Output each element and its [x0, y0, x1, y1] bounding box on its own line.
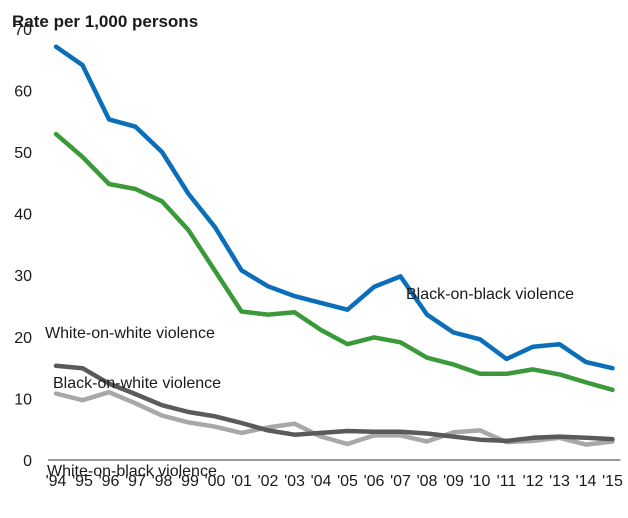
x-tick-label: '03	[284, 473, 305, 490]
series-line	[53, 131, 615, 393]
x-tick-label: '06	[364, 473, 385, 490]
x-tick-labels: '94 '95 '96 '97 '98 '99 '00 '01 '02 '03 '04 '05 '06 '…	[46, 473, 623, 490]
x-tick-label: '14	[576, 473, 597, 490]
x-tick-label: '96	[99, 473, 120, 490]
x-tick-label: '99	[178, 473, 199, 490]
y-tick-label: 60	[14, 83, 32, 100]
x-tick-label: '98	[152, 473, 173, 490]
series-line	[53, 44, 615, 371]
x-tick-label: '12	[523, 473, 544, 490]
x-tick-label: '10	[470, 473, 491, 490]
x-tick-label: '95	[72, 473, 93, 490]
x-tick-label: '08	[417, 473, 438, 490]
y-tick-label: 50	[14, 145, 32, 162]
x-tick-label: '13	[549, 473, 570, 490]
y-tick-label: 70	[14, 22, 32, 39]
y-tick-label: 0	[23, 453, 32, 470]
y-axis-title: Rate per 1,000 persons	[12, 12, 198, 31]
series-label: White-on-black violence	[47, 463, 217, 480]
series-labels: Black-on-black violence White-on-white vi…	[45, 286, 574, 480]
y-tick-label: 20	[14, 330, 32, 347]
series-label: Black-on-white violence	[53, 375, 221, 392]
series-label: Black-on-black violence	[406, 286, 574, 303]
y-tick-label: 10	[14, 391, 32, 408]
x-tick-label: '04	[311, 473, 332, 490]
x-tick-label: '01	[231, 473, 252, 490]
y-tick-label: 40	[14, 207, 32, 224]
y-tick-labels: 0 10 20 30 40 50 60 70	[14, 22, 32, 470]
x-tick-label: '07	[390, 473, 411, 490]
series-lines	[53, 44, 615, 447]
series-label: White-on-white violence	[45, 325, 215, 342]
x-tick-label: '09	[443, 473, 464, 490]
series-line	[53, 363, 615, 444]
x-tick-label: '11	[497, 473, 517, 490]
x-tick-label: '05	[337, 473, 358, 490]
x-tick-label: '94	[46, 473, 67, 490]
y-tick-label: 30	[14, 268, 32, 285]
x-tick-label: '02	[258, 473, 279, 490]
x-tick-label: '15	[602, 473, 623, 490]
x-tick-label: '97	[125, 473, 146, 490]
x-tick-label: '00	[205, 473, 226, 490]
